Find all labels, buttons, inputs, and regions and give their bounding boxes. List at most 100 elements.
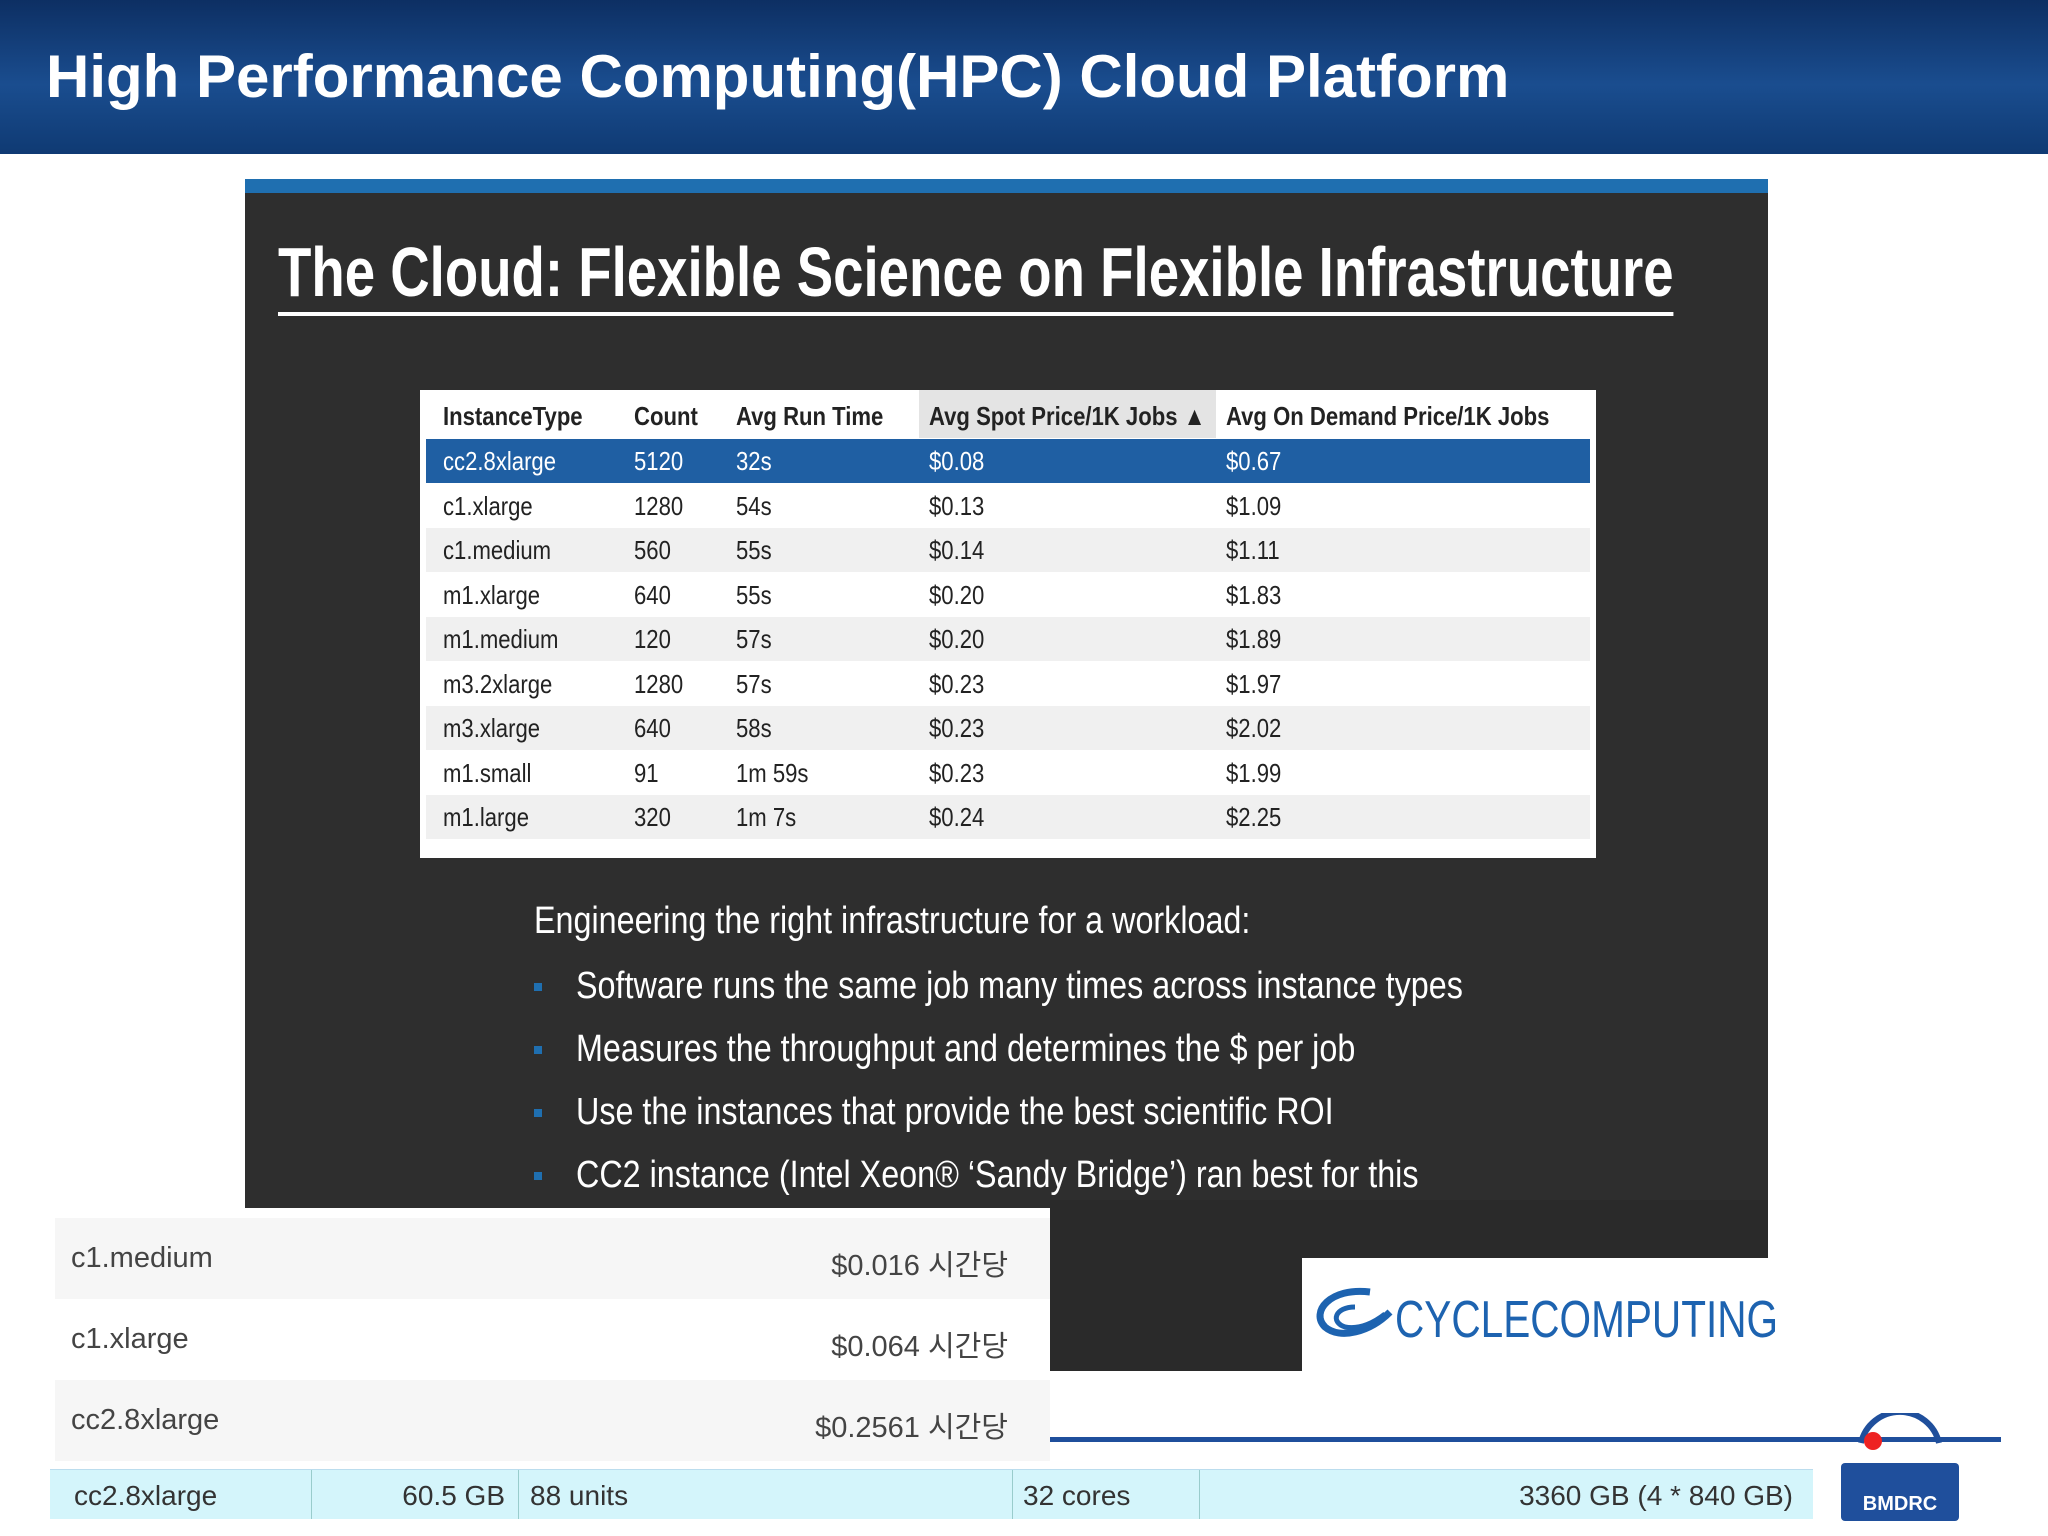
header-title: High Performance Computing(HPC) Cloud Pl… — [46, 43, 1510, 110]
table-cell: 54s — [736, 490, 772, 521]
table-cell: 91 — [634, 757, 659, 788]
table-row: cc2.8xlarge 5120 32s $0.08 $0.67 — [426, 439, 1590, 483]
bullet-marker — [534, 1172, 542, 1180]
footer-logo-text: BMDRC — [1863, 1493, 1937, 1515]
table-cell: 1280 — [634, 490, 684, 521]
hourly-price: $0.016 시간당 — [831, 1250, 1008, 1282]
header-bar — [0, 0, 2048, 154]
table-cell: 560 — [634, 535, 671, 565]
cell-divider — [1199, 1470, 1200, 1519]
spec-cell: 3360 GB (4 * 840 GB) — [1519, 1480, 1793, 1511]
table-row: c1.medium 560 55s $0.14 $1.11 — [426, 528, 1590, 572]
table-cell: c1.medium — [443, 535, 552, 565]
table-cell: $0.13 — [929, 490, 985, 521]
table-cell: 120 — [634, 624, 671, 654]
table-cell: $0.23 — [929, 713, 985, 743]
cell-divider — [518, 1470, 519, 1519]
table-row: m1.large 320 1m 7s $0.24 $2.25 — [426, 795, 1590, 839]
table-cell: c1.xlarge — [443, 490, 533, 521]
footer-logo: BMDRC — [1841, 1413, 1959, 1521]
table-cell: $1.99 — [1226, 757, 1282, 788]
column-header: Avg Spot Price/1K Jobs ▲ — [929, 401, 1206, 431]
instance-name: cc2.8xlarge — [71, 1404, 220, 1436]
bullet-text: Measures the throughput and determines t… — [576, 1028, 1356, 1070]
column-header: Avg On Demand Price/1K Jobs — [1226, 401, 1550, 431]
spec-cell: 88 units — [530, 1480, 629, 1511]
table-cell: 32s — [736, 446, 772, 476]
table-cell: m1.large — [443, 802, 529, 832]
instance-name: c1.medium — [71, 1242, 213, 1274]
instance-name: c1.xlarge — [71, 1323, 189, 1355]
table-cell: $0.20 — [929, 624, 985, 654]
table-cell: $0.23 — [929, 668, 985, 699]
table-cell: 1280 — [634, 668, 684, 699]
table-row: m1.small 91 1m 59s $0.23 $1.99 — [426, 750, 1590, 795]
table-cell: $2.25 — [1226, 802, 1282, 832]
table-cell: 640 — [634, 713, 671, 743]
table-cell: $1.11 — [1226, 535, 1280, 565]
price-row: cc2.8xlarge $0.2561 시간당 — [55, 1380, 1050, 1461]
price-row: c1.xlarge $0.064 시간당 — [55, 1299, 1050, 1380]
table-cell: $0.20 — [929, 579, 985, 610]
spec-cell: 32 cores — [1023, 1480, 1131, 1511]
bullet-text: Software runs the same job many times ac… — [576, 965, 1463, 1007]
table-cell: m3.2xlarge — [443, 668, 553, 699]
table-cell: 1m 59s — [736, 757, 809, 788]
bullet-marker — [534, 1046, 542, 1054]
table-cell: $1.09 — [1226, 490, 1282, 521]
instance-table: InstanceType Count Avg Run Time Avg Spot Pr… — [420, 390, 1596, 858]
header-highlight — [919, 390, 1216, 438]
table-row: m3.2xlarge 1280 57s $0.23 $1.97 — [426, 661, 1590, 706]
table-cell: $1.89 — [1226, 624, 1282, 654]
cell-divider — [1012, 1470, 1013, 1519]
price-row: c1.medium $0.016 시간당 — [55, 1218, 1050, 1299]
table-row: c1.xlarge 1280 54s $0.13 $1.09 — [426, 483, 1590, 528]
slide-title: The Cloud: Flexible Science on Flexible … — [278, 232, 1674, 316]
table-cell: 1m 7s — [736, 802, 797, 832]
table-cell: $1.83 — [1226, 579, 1282, 610]
table-cell: $0.08 — [929, 446, 985, 476]
slide-top-bar — [245, 179, 1768, 193]
table-cell: $0.67 — [1226, 446, 1282, 476]
hourly-price: $0.064 시간당 — [831, 1331, 1008, 1363]
price-panel: c1.medium $0.016 시간당 c1.xlarge $0.064 시간당 cc… — [55, 1212, 1050, 1461]
spec-cell: cc2.8xlarge — [74, 1480, 218, 1511]
logo-icon — [1316, 1287, 1393, 1337]
table-row: m1.xlarge 640 55s $0.20 $1.83 — [426, 572, 1590, 617]
hourly-price: $0.2561 시간당 — [815, 1412, 1008, 1444]
logo-box — [1302, 1258, 1768, 1371]
table-row: m1.medium 120 57s $0.20 $1.89 — [426, 617, 1590, 661]
table-cell: m1.medium — [443, 624, 559, 654]
table-cell: cc2.8xlarge — [443, 446, 557, 476]
bullet-marker — [534, 1109, 542, 1117]
cell-divider — [311, 1470, 312, 1519]
table-cell: $2.02 — [1226, 713, 1282, 743]
intro-text: Engineering the right infrastructure for… — [534, 900, 1251, 942]
column-header: Avg Run Time — [736, 401, 884, 431]
table-cell: $0.23 — [929, 757, 985, 788]
spec-cell: 60.5 GB — [402, 1480, 505, 1511]
table-cell: m3.xlarge — [443, 713, 541, 743]
table-cell: 640 — [634, 579, 671, 610]
table-cell: 55s — [736, 535, 772, 565]
table-cell: $1.97 — [1226, 668, 1282, 699]
table-cell: m1.xlarge — [443, 579, 541, 610]
bullet-text: CC2 instance (Intel Xeon® ‘Sandy Bridge’… — [576, 1154, 1419, 1196]
column-header: Count — [634, 401, 698, 431]
divider-line — [1050, 1437, 2001, 1442]
table-cell: 58s — [736, 713, 772, 743]
spec-row: cc2.8xlarge 60.5 GB 88 units 32 cores 3360 G… — [50, 1469, 1813, 1519]
logo-text: CYCLECOMPUTING — [1395, 1291, 1779, 1349]
table-cell: $0.14 — [929, 535, 985, 565]
table-cell: 57s — [736, 668, 772, 699]
column-header: InstanceType — [443, 401, 583, 431]
bullet-text: Use the instances that provide the best … — [576, 1091, 1334, 1133]
table-cell: 57s — [736, 624, 772, 654]
table-cell: $0.24 — [929, 802, 985, 832]
table-cell: 320 — [634, 802, 671, 832]
table-cell: 55s — [736, 579, 772, 610]
table-row: m3.xlarge 640 58s $0.23 $2.02 — [426, 706, 1590, 750]
table-cell: 5120 — [634, 446, 684, 476]
bullet-marker — [534, 983, 542, 991]
